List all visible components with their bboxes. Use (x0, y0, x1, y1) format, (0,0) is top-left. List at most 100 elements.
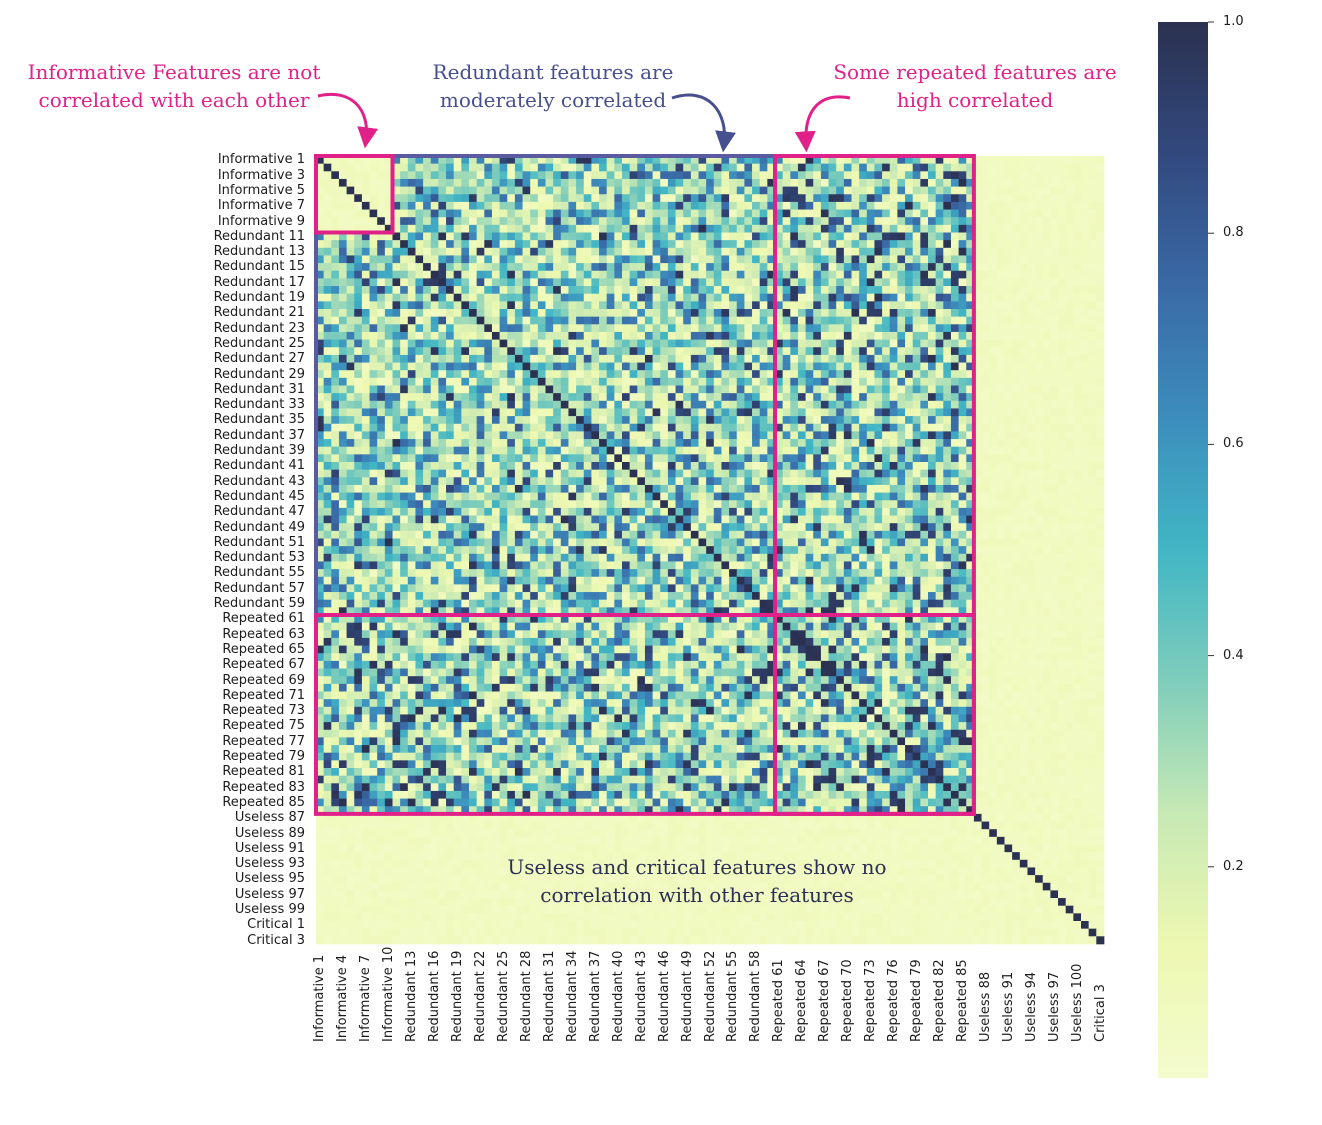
heatmap-cell (943, 469, 952, 478)
heatmap-cell (553, 339, 562, 348)
heatmap-cell (1065, 370, 1074, 379)
heatmap-cell (346, 247, 355, 256)
heatmap-cell (576, 171, 585, 180)
heatmap-cell (667, 477, 676, 486)
heatmap-cell (545, 507, 554, 516)
heatmap-cell (690, 431, 699, 440)
heatmap-cell (652, 278, 661, 287)
heatmap-cell (759, 477, 768, 486)
heatmap-cell (583, 416, 592, 425)
heatmap-cell (514, 477, 523, 486)
heatmap-cell (1035, 454, 1044, 463)
heatmap-cell (346, 385, 355, 394)
heatmap-cell (889, 339, 898, 348)
heatmap-cell (1012, 224, 1021, 233)
heatmap-cell (591, 439, 600, 448)
heatmap-cell (530, 156, 539, 165)
heatmap-cell (599, 393, 608, 402)
heatmap-cell (713, 385, 722, 394)
heatmap-cell (690, 156, 699, 165)
heatmap-cell (499, 423, 508, 432)
heatmap-cell (392, 400, 401, 409)
heatmap-cell (851, 324, 860, 333)
heatmap-cell (331, 217, 340, 226)
heatmap-cell (996, 354, 1005, 363)
heatmap-cell (407, 416, 416, 425)
heatmap-cell (660, 301, 669, 310)
heatmap-cell (721, 255, 730, 264)
heatmap-cell (889, 186, 898, 195)
heatmap-cell (683, 209, 692, 218)
heatmap-cell (874, 454, 883, 463)
heatmap-cell (996, 393, 1005, 402)
heatmap-cell (989, 477, 998, 486)
heatmap-cell (874, 400, 883, 409)
heatmap-cell (476, 484, 485, 493)
heatmap-cell (1050, 186, 1059, 195)
heatmap-cell (966, 446, 975, 455)
heatmap-cell (828, 370, 837, 379)
heatmap-cell (415, 423, 424, 432)
heatmap-cell (384, 324, 393, 333)
heatmap-cell (507, 377, 516, 386)
heatmap-cell (583, 408, 592, 417)
heatmap-cell (438, 393, 447, 402)
heatmap-cell (553, 462, 562, 471)
heatmap-cell (430, 408, 439, 417)
heatmap-cell (622, 354, 631, 363)
heatmap-cell (660, 186, 669, 195)
heatmap-cell (453, 416, 462, 425)
heatmap-cell (576, 416, 585, 425)
heatmap-cell (599, 477, 608, 486)
heatmap-cell (423, 523, 432, 532)
heatmap-cell (461, 462, 470, 471)
heatmap-cell (690, 377, 699, 386)
heatmap-cell (537, 163, 546, 172)
heatmap-cell (415, 186, 424, 195)
heatmap-cell (851, 477, 860, 486)
heatmap-cell (813, 209, 822, 218)
heatmap-cell (759, 270, 768, 279)
heatmap-cell (644, 385, 653, 394)
heatmap-cell (338, 163, 347, 172)
heatmap-cell (989, 286, 998, 295)
heatmap-cell (415, 232, 424, 241)
heatmap-cell (950, 270, 959, 279)
heatmap-cell (851, 316, 860, 325)
heatmap-cell (430, 209, 439, 218)
heatmap-cell (1004, 362, 1013, 371)
heatmap-cell (667, 393, 676, 402)
heatmap-cell (369, 331, 378, 340)
heatmap-cell (407, 446, 416, 455)
heatmap-cell (1096, 217, 1105, 226)
heatmap-cell (1096, 400, 1105, 409)
heatmap-cell (1081, 484, 1090, 493)
heatmap-cell (1088, 354, 1097, 363)
heatmap-cell (338, 439, 347, 448)
heatmap-cell (323, 347, 332, 356)
heatmap-cell (706, 331, 715, 340)
heatmap-cell (897, 431, 906, 440)
heatmap-cell (392, 362, 401, 371)
heatmap-cell (744, 347, 753, 356)
heatmap-cell (981, 186, 990, 195)
heatmap-cell (744, 240, 753, 249)
heatmap-cell (866, 385, 875, 394)
heatmap-cell (820, 362, 829, 371)
heatmap-cell (553, 156, 562, 165)
heatmap-cell (935, 339, 944, 348)
heatmap-cell (599, 293, 608, 302)
heatmap-cell (928, 263, 937, 272)
heatmap-cell (537, 201, 546, 210)
heatmap-cell (537, 354, 546, 363)
heatmap-cell (1042, 217, 1051, 226)
heatmap-cell (989, 500, 998, 509)
heatmap-cell (453, 301, 462, 310)
heatmap-cell (522, 324, 531, 333)
heatmap-cell (553, 439, 562, 448)
heatmap-cell (920, 385, 929, 394)
heatmap-cell (316, 507, 325, 516)
heatmap-cell (453, 163, 462, 172)
heatmap-cell (522, 309, 531, 318)
heatmap-cell (1096, 431, 1105, 440)
